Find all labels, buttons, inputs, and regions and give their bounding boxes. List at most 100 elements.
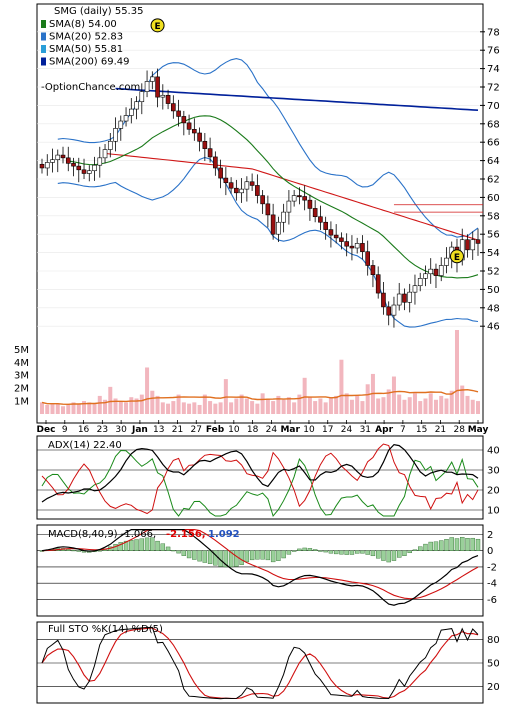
x-tick-label: 28 [453,425,465,435]
volume-bars [40,330,480,414]
adx-panel: 40 30 20 10 ADX(14) 22.40 [36,435,500,520]
volume-bar [376,398,381,414]
candle-body [323,221,328,230]
macd-histogram-bar [192,550,197,560]
x-tick-label: May [468,425,489,435]
macd-histogram-bar [470,537,475,551]
macd-histogram-bar [207,550,213,564]
macd-histogram-bar [202,550,208,563]
price-y-tick-label: 46 [487,322,500,333]
candle-body [318,216,323,223]
macd-histogram-bar [197,550,202,562]
volume-bar [302,377,307,414]
macd-histogram-bar [360,550,365,554]
macd-histogram-bar [97,550,102,552]
volume-bar [181,402,186,414]
macd-value-2: 1.092 [208,529,240,540]
price-y-tick-label: 72 [487,83,500,94]
macd-histogram-bar [165,546,171,551]
macd-gridlines [37,534,483,600]
candle-body [297,195,302,198]
volume-bar [465,395,470,414]
volume-bar [61,406,66,414]
macd-histogram-bar [375,550,381,559]
macd-histogram-bar [318,550,323,552]
candle-body [118,120,124,129]
volume-bar [192,402,197,414]
candle-body [50,159,55,163]
macd-histogram-bar [475,538,481,551]
volume-bar [155,395,160,414]
volume-bar [307,397,312,414]
volume-bar [281,399,286,414]
candle-body [86,170,92,174]
stochastic-k-line [41,626,479,700]
macd-histogram-bar [354,550,360,554]
minus-di-line [41,443,479,515]
volume-bar [208,401,213,414]
volume-bar [402,399,407,414]
watermark: -OptionChance.com [41,82,140,93]
candle-body [354,243,360,249]
moving-averages [68,87,483,279]
candle-body [249,181,255,186]
panel-y-tick-label: -6 [487,595,497,606]
candle-body [39,163,45,169]
candle-body [260,195,265,205]
volume-bar [439,395,444,414]
candle-body [307,199,313,209]
macd-histogram-bar [171,550,176,552]
macd-histogram-bar [144,537,150,551]
candle-body [65,157,71,164]
adx-gridlines [37,449,483,511]
panel-y-tick-label: 20 [487,682,500,693]
volume-bar [286,397,291,414]
candle-body [270,214,276,235]
volume-bar [423,398,428,414]
candle-body [360,243,365,252]
panel-y-tick-label: 40 [487,446,500,457]
candle-body [102,149,108,159]
volume-bar [250,401,255,414]
price-legend: SMG (daily) 55.35 SMA(8) 54.00 SMA(20) 52… [41,6,143,93]
macd-histogram-bar [281,550,286,559]
candle-body [129,108,134,116]
price-y-tick-label: 68 [487,119,500,130]
macd-signal-line [41,529,479,600]
volume-bar [460,385,465,414]
macd-histogram-bar [239,550,244,565]
x-tick-label: Mar [280,425,300,435]
candle-body [407,291,413,303]
volume-bar [76,403,81,414]
candle-body [344,241,349,247]
macd-histogram-bar [139,538,145,551]
candle-body [370,265,376,275]
panel-y-tick-label: 2 [487,530,493,541]
macd-histogram-bar [439,540,444,551]
macd-histogram-bar [307,548,313,551]
x-tick-label: Apr [375,425,393,435]
candle-body [239,188,244,194]
macd-value-1: -2.156, [166,529,206,540]
bollinger-lower-line [57,156,479,328]
stochastic-title: Full STO %K(14) %D(5) [48,624,163,635]
candle-body [92,164,97,172]
candle-body [202,140,208,149]
candle-body [44,162,50,169]
candle-body [402,293,407,303]
stochastic-d-line [41,627,479,700]
volume-average-line [41,388,479,406]
x-tick-label: 16 [78,425,90,435]
x-tick-label: 31 [360,425,371,435]
macd-histogram-bar [302,547,307,551]
adx-lines [41,443,479,518]
candle-body [349,245,355,249]
volume-bar [197,404,202,414]
price-y-tick-label: 52 [487,267,500,278]
legend-swatch [41,20,46,28]
price-y-tick-label: 50 [487,285,500,296]
volume-y-tick-label: 5M [14,345,29,356]
volume-bar [176,394,181,414]
volume-bar [234,398,239,414]
candle-body [291,195,297,202]
